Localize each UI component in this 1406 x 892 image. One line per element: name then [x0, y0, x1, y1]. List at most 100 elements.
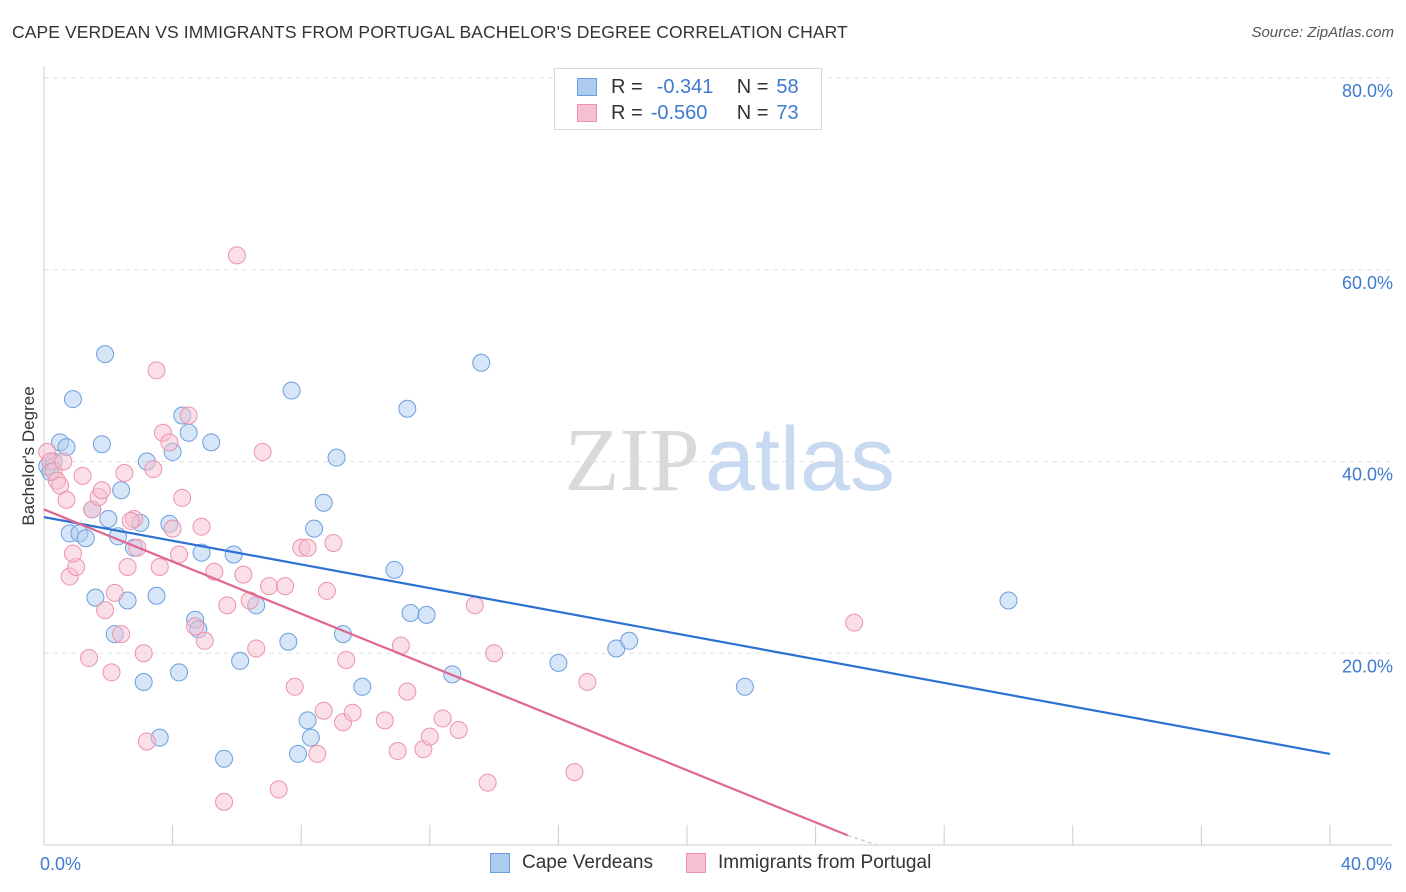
blue-data-point: [231, 651, 250, 670]
pink-trend-extension: [847, 834, 877, 846]
blue-data-point: [134, 673, 153, 692]
blue-data-point: [305, 519, 324, 538]
pink-data-point: [147, 361, 166, 380]
pink-data-point: [218, 596, 237, 615]
blue-data-point: [298, 711, 317, 730]
pink-data-point: [276, 577, 295, 596]
pink-data-point: [80, 649, 99, 668]
series-legend-blue-label: Cape Verdeans: [522, 852, 653, 873]
pink-data-point: [298, 538, 317, 557]
blue-data-point: [99, 510, 118, 529]
pink-data-point: [215, 792, 234, 811]
blue-data-point: [353, 677, 372, 696]
blue-data-point: [314, 493, 333, 512]
pink-data-point: [150, 557, 169, 576]
blue-data-point: [282, 381, 301, 400]
pink-trend-line: [43, 508, 849, 837]
pink-data-point: [112, 625, 131, 644]
pink-data-point: [465, 596, 484, 615]
blue-data-point: [179, 423, 198, 442]
pink-data-point: [163, 519, 182, 538]
blue-data-point: [472, 353, 491, 372]
y-axis-label: Bachelor's Degree: [19, 386, 38, 525]
blue-data-point: [96, 345, 115, 364]
series-legend-blue[interactable]: Cape Verdeans: [490, 852, 653, 874]
blue-data-point: [999, 591, 1018, 610]
pink-data-point: [308, 744, 327, 763]
pink-data-point: [578, 673, 597, 692]
legend-r-label: R =: [611, 101, 643, 124]
blue-data-point: [170, 663, 189, 682]
watermark-atlas: atlas: [705, 410, 895, 510]
blue-data-point: [147, 586, 166, 605]
pink-data-point: [73, 466, 92, 485]
pink-data-point: [398, 682, 417, 701]
pink-data-point: [57, 490, 76, 509]
pink-data-point: [449, 720, 468, 739]
blue-data-point: [301, 728, 320, 747]
axes-layer: 20.0% 40.0% 60.0% 80.0% 0.0% 40.0%: [40, 66, 1393, 874]
pink-data-point: [144, 460, 163, 479]
legend-n-value: 73: [776, 101, 799, 124]
correlation-legend: R = -0.341 N = 58 R = -0.560 N = 73: [554, 68, 822, 130]
blue-data-point: [76, 529, 95, 548]
pink-data-point: [173, 488, 192, 507]
pink-data-point: [260, 577, 279, 596]
pink-data-point: [269, 780, 288, 799]
legend-r-value: -0.560: [650, 101, 708, 124]
pink-data-point: [565, 763, 584, 782]
legend-n-label: N =: [736, 75, 769, 98]
pink-data-point: [134, 644, 153, 663]
blue-data-point: [202, 433, 221, 452]
watermark-zip: ZIP: [565, 411, 700, 510]
pink-data-point: [433, 709, 452, 728]
pink-square-icon: [686, 853, 706, 873]
y-tick-label: 40.0%: [1342, 465, 1393, 485]
pink-data-point: [324, 533, 343, 552]
pink-data-point: [54, 452, 73, 471]
blue-data-point: [327, 448, 346, 467]
blue-data-point: [417, 605, 436, 624]
pink-data-point: [102, 663, 121, 682]
pink-data-point: [92, 481, 111, 500]
pink-data-point: [314, 701, 333, 720]
pink-data-point: [118, 557, 137, 576]
pink-data-point: [388, 742, 407, 761]
legend-r-value: -0.341: [656, 75, 714, 98]
x-tick-label: 40.0%: [1341, 854, 1392, 874]
legend-r-label: R =: [611, 75, 643, 98]
series-legend-pink[interactable]: Immigrants from Portugal: [686, 852, 931, 874]
pink-data-point: [63, 544, 82, 563]
points-layer: [38, 246, 1018, 811]
legend-n-label: N =: [736, 101, 769, 124]
blue-trend-line: [43, 516, 1331, 756]
pink-data-point: [234, 565, 253, 584]
pink-data-point: [170, 545, 189, 564]
pink-data-point: [115, 464, 134, 483]
pink-data-point: [192, 517, 211, 536]
pink-data-point: [195, 631, 214, 650]
pink-data-point: [285, 677, 304, 696]
blue-data-point: [192, 543, 211, 562]
y-tick-label: 20.0%: [1342, 656, 1393, 676]
pink-data-point: [420, 727, 439, 746]
blue-data-point: [224, 545, 243, 564]
blue-swatch-icon: [577, 78, 597, 96]
pink-data-point: [186, 617, 205, 636]
y-tick-label: 80.0%: [1342, 81, 1393, 101]
blue-data-point: [288, 744, 307, 763]
watermark: ZIP atlas: [565, 410, 896, 510]
blue-data-point: [620, 631, 639, 650]
pink-data-point: [375, 711, 394, 730]
pink-data-point: [179, 406, 198, 425]
blue-data-point: [401, 603, 420, 622]
pink-data-point: [227, 246, 246, 265]
blue-data-point: [215, 749, 234, 768]
blue-data-point: [385, 560, 404, 579]
blue-square-icon: [490, 853, 510, 873]
chart-title: CAPE VERDEAN VS IMMIGRANTS FROM PORTUGAL…: [12, 22, 848, 42]
pink-data-point: [478, 773, 497, 792]
pink-data-point: [337, 650, 356, 669]
pink-data-point: [96, 601, 115, 620]
